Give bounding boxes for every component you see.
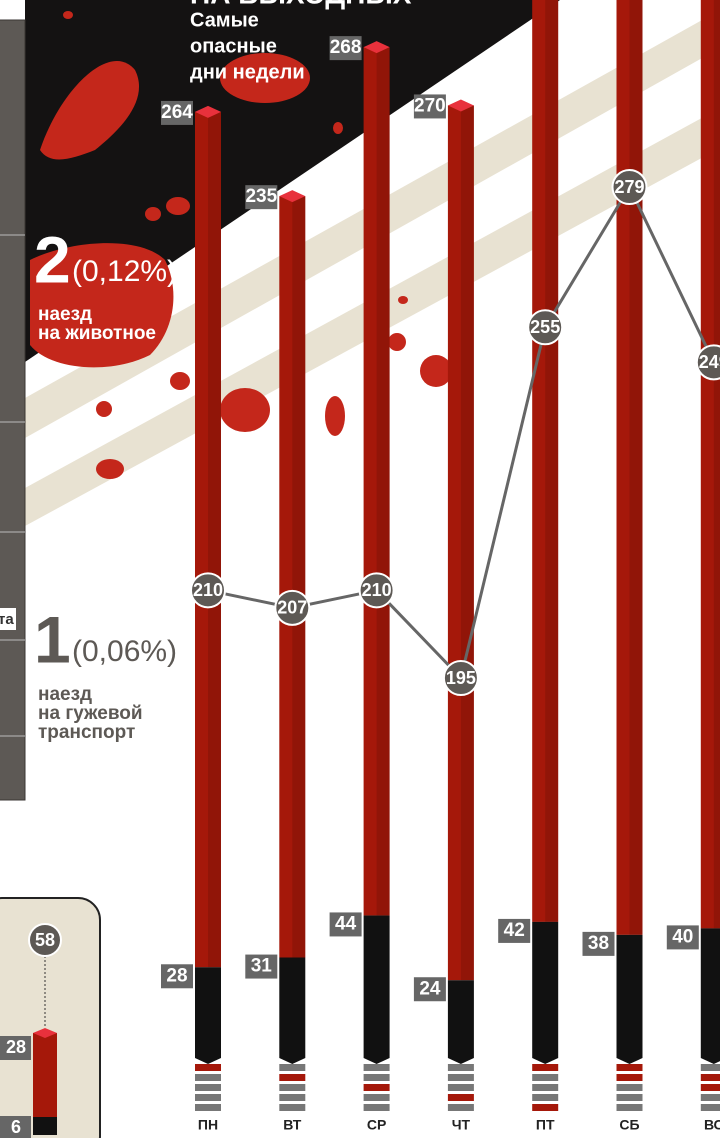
bar-shade <box>545 0 558 922</box>
x-tick-label: ПТ <box>536 1117 555 1133</box>
stripe-icon <box>448 1064 474 1071</box>
bar-black <box>701 928 720 1064</box>
stat-label: наезд <box>38 684 92 705</box>
stripe-icon <box>364 1084 390 1091</box>
stripe-icon <box>195 1104 221 1111</box>
stripe-icon <box>364 1094 390 1101</box>
stripe-icon <box>532 1084 558 1091</box>
stripe-icon <box>279 1094 305 1101</box>
stripe-icon <box>701 1084 720 1091</box>
stripe-icon <box>364 1064 390 1071</box>
stat-label: наезд <box>38 304 92 325</box>
stripe-icon <box>195 1064 221 1071</box>
stat-percent: (0,12%) <box>72 255 177 288</box>
stripe-icon <box>195 1084 221 1091</box>
side-panel <box>0 20 25 800</box>
subtitle-line: Самые <box>190 9 259 31</box>
stripe-icon <box>617 1064 643 1071</box>
stripe-icon <box>364 1074 390 1081</box>
value-label: 235 <box>245 186 277 207</box>
stat-number: 1 <box>34 602 71 676</box>
inset-bar-black <box>33 1117 57 1135</box>
inset-label: 28 <box>6 1037 26 1057</box>
stat-percent: (0,06%) <box>72 635 177 668</box>
stripe-icon <box>532 1074 558 1081</box>
stripe-icon <box>279 1064 305 1071</box>
value-label: 264 <box>161 102 193 123</box>
infographic: та НА ВЫХОДНЫХ Самыеопасныедни недели 2(… <box>0 0 720 1138</box>
stripe-icon <box>448 1084 474 1091</box>
x-tick-label: СБ <box>619 1117 639 1133</box>
value-label: 31 <box>251 956 273 977</box>
inset-bar-red <box>33 1033 57 1117</box>
value-label: 28 <box>166 965 187 986</box>
stripe-icon <box>195 1094 221 1101</box>
stat-label: транспорт <box>38 722 135 743</box>
bar-black <box>448 980 474 1064</box>
stat-label: на гужевой <box>38 703 143 724</box>
stripe-icon <box>617 1104 643 1111</box>
stripe-icon <box>532 1094 558 1101</box>
inset-total-label: 58 <box>35 930 55 950</box>
bar-black <box>532 922 558 1064</box>
value-label: 24 <box>419 978 441 999</box>
page: {"title_partial":"НА ВЫХОДНЫХ", "subtitl… <box>0 0 720 1138</box>
line-label: 210 <box>362 580 392 600</box>
inset-label: 6 <box>11 1117 21 1137</box>
line-label: 210 <box>193 580 223 600</box>
line-label: 279 <box>614 177 644 197</box>
title: НА ВЫХОДНЫХ <box>190 0 412 9</box>
stripe-icon <box>617 1074 643 1081</box>
value-label: 40 <box>672 926 693 947</box>
stripe-icon <box>701 1074 720 1081</box>
stat-label: на животное <box>38 323 156 344</box>
value-label: 270 <box>414 95 446 116</box>
stripe-icon <box>701 1104 720 1111</box>
stripe-icon <box>701 1064 720 1071</box>
line-label: 207 <box>277 598 307 618</box>
x-tick-label: СР <box>367 1117 386 1133</box>
stripe-icon <box>532 1064 558 1071</box>
stripe-icon <box>448 1104 474 1111</box>
subtitle-line: опасные <box>190 35 277 57</box>
stripe-icon <box>617 1084 643 1091</box>
bar-shade <box>377 47 390 915</box>
stripe-icon <box>532 1104 558 1111</box>
x-tick-label: ЧТ <box>452 1117 471 1133</box>
bar-shade <box>208 112 221 967</box>
stripe-icon <box>279 1074 305 1081</box>
subtitle-line: дни недели <box>190 61 305 83</box>
bar-black <box>364 915 390 1064</box>
bar-black <box>279 958 305 1064</box>
x-tick-label: ВТ <box>283 1117 302 1133</box>
stripe-icon <box>364 1104 390 1111</box>
bar-shade <box>292 196 305 957</box>
bar-shade <box>461 105 474 980</box>
stripe-icon <box>195 1074 221 1081</box>
side-fragment: та <box>0 611 14 628</box>
stripe-icon <box>279 1104 305 1111</box>
bar-black <box>195 967 221 1064</box>
stat-number: 2 <box>34 222 71 296</box>
value-label: 42 <box>504 920 525 941</box>
stripe-icon <box>448 1074 474 1081</box>
stripe-icon <box>701 1094 720 1101</box>
stripe-icon <box>279 1084 305 1091</box>
line-label: 255 <box>530 317 560 337</box>
bar-black <box>617 935 643 1064</box>
stripe-icon <box>448 1094 474 1101</box>
line-label: 249 <box>699 352 720 372</box>
bar-shade <box>714 0 720 928</box>
value-label: 38 <box>588 933 609 954</box>
stripe-icon <box>617 1094 643 1101</box>
x-tick-label: ПН <box>198 1117 218 1133</box>
bar-shade <box>630 0 643 935</box>
line-label: 195 <box>446 668 476 688</box>
value-label: 44 <box>335 913 357 934</box>
x-tick-label: ВС <box>704 1117 720 1133</box>
value-label: 268 <box>330 37 362 58</box>
